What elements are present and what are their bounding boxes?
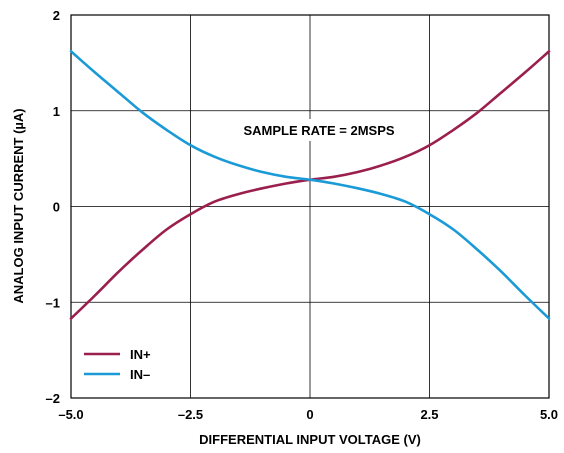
x-tick-label: –5.0 <box>58 407 83 422</box>
plot-frame <box>70 14 550 399</box>
legend-label: IN+ <box>130 347 151 362</box>
legend: IN+ IN– <box>78 340 188 388</box>
y-tick-label: –1 <box>46 295 60 310</box>
legend-label: IN– <box>130 367 150 382</box>
x-tick-label: –2.5 <box>178 407 203 422</box>
x-tick-labels: –5.0 –2.5 0 2.5 5.0 <box>58 407 558 422</box>
y-tick-label: 2 <box>53 8 60 23</box>
series-line-in-minus <box>69 50 551 320</box>
series-lines <box>69 50 551 320</box>
sample-rate-annotation: SAMPLE RATE = 2MSPS <box>243 123 394 138</box>
y-axis-label: ANALOG INPUT CURRENT (µA) <box>11 108 26 303</box>
x-tick-label: 5.0 <box>540 407 558 422</box>
x-axis-label: DIFFERENTIAL INPUT VOLTAGE (V) <box>199 432 421 447</box>
legend-background <box>78 340 188 388</box>
y-tick-label: 1 <box>53 104 60 119</box>
y-tick-label: –2 <box>46 391 60 406</box>
x-tick-label: 2.5 <box>420 407 438 422</box>
y-tick-label: 0 <box>53 200 60 215</box>
x-tick-label: 0 <box>306 407 313 422</box>
y-tick-labels: –2 –1 0 1 2 <box>46 8 60 406</box>
annotation-background <box>220 119 418 141</box>
